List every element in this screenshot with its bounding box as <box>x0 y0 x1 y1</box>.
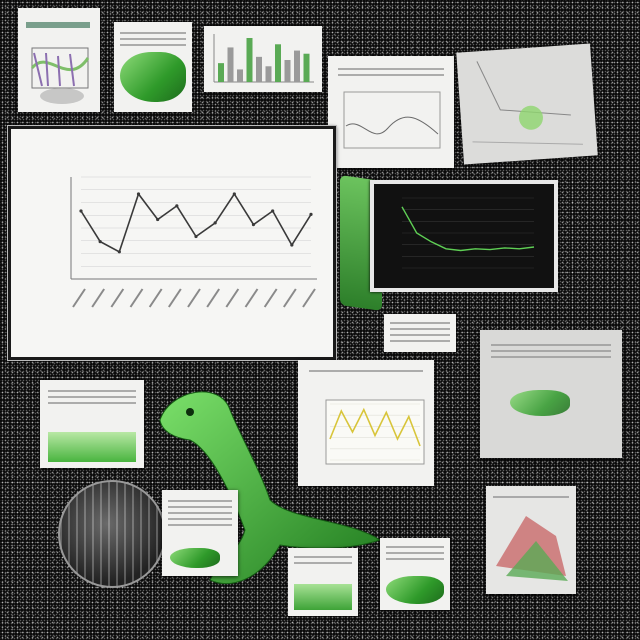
grid <box>330 403 420 461</box>
text-lines <box>385 542 445 564</box>
bar <box>237 69 243 82</box>
data-point <box>251 223 256 227</box>
signal-line-plot <box>325 399 425 465</box>
series-points <box>79 192 313 254</box>
data-point <box>79 209 83 213</box>
photo-illustration <box>496 516 568 581</box>
green-leaf <box>386 576 444 604</box>
x-tick-label <box>283 288 297 308</box>
data-point <box>136 192 141 196</box>
dino-eye <box>186 408 194 416</box>
tilted-sketch <box>472 61 583 145</box>
tilted-sketch-card <box>456 43 598 165</box>
x-tick-label <box>168 288 182 308</box>
signal-card <box>298 360 434 486</box>
gray-panel <box>480 330 622 458</box>
bar <box>294 50 300 82</box>
dark-monitor <box>370 180 558 292</box>
x-tick-label <box>263 288 278 308</box>
notes-card <box>162 490 238 576</box>
bottom-green-card <box>288 548 358 616</box>
data-point <box>117 250 121 254</box>
x-tick-label <box>206 288 220 308</box>
sketch-card <box>18 8 100 112</box>
green-area <box>294 584 352 610</box>
x-tick-scribbles <box>72 288 316 308</box>
x-tick-label <box>148 288 163 308</box>
main-line-plot <box>70 176 317 308</box>
series-line <box>401 206 535 252</box>
x-tick-label <box>129 288 144 308</box>
text-lines <box>308 366 424 376</box>
x-tick-label <box>91 288 105 308</box>
bottom-note-card <box>380 538 450 610</box>
bar-chart-card <box>204 26 322 92</box>
bar <box>256 56 262 82</box>
green-leaf <box>120 52 186 102</box>
data-point <box>194 234 198 239</box>
x-tick-label <box>302 288 316 308</box>
grid <box>402 197 534 269</box>
bar-chart <box>213 34 314 83</box>
data-point <box>156 217 160 222</box>
report-line-plot <box>343 91 441 149</box>
text-lines <box>389 318 451 346</box>
green-dinosaur-illustration <box>159 391 382 585</box>
leaf-card <box>114 22 192 112</box>
bar <box>284 60 291 82</box>
grid <box>81 176 311 280</box>
text-lines <box>48 386 136 408</box>
sketch-illustration <box>26 22 90 104</box>
text-lines <box>168 496 232 530</box>
text-lines <box>120 28 186 50</box>
bar <box>265 66 272 82</box>
text-lines <box>293 552 353 568</box>
photo-card <box>486 486 576 594</box>
report-card <box>328 56 454 168</box>
bar <box>246 38 253 82</box>
text-lines <box>338 64 444 80</box>
data-point <box>271 209 275 213</box>
text-lines <box>493 492 569 502</box>
data-point <box>232 192 236 196</box>
data-point <box>175 204 179 208</box>
bar <box>218 63 224 82</box>
series-line <box>329 407 421 447</box>
bar <box>227 47 234 82</box>
bar <box>303 53 310 82</box>
x-tick-label <box>72 288 86 308</box>
x-tick-label <box>187 288 201 308</box>
x-tick-label <box>110 288 125 308</box>
green-leaf <box>510 390 570 416</box>
green-leaf <box>170 548 220 568</box>
green-area <box>48 432 136 462</box>
green-area-card <box>40 380 144 468</box>
text-lines <box>491 340 611 362</box>
data-point <box>290 243 294 247</box>
data-point <box>309 212 313 216</box>
caption-card <box>384 314 456 352</box>
x-tick-label <box>225 288 240 308</box>
data-point <box>213 221 217 225</box>
x-tick-label <box>244 288 259 308</box>
data-point <box>98 240 102 244</box>
monitor-line-plot <box>401 197 535 269</box>
main-line-chart <box>7 125 337 361</box>
bar <box>275 44 281 82</box>
